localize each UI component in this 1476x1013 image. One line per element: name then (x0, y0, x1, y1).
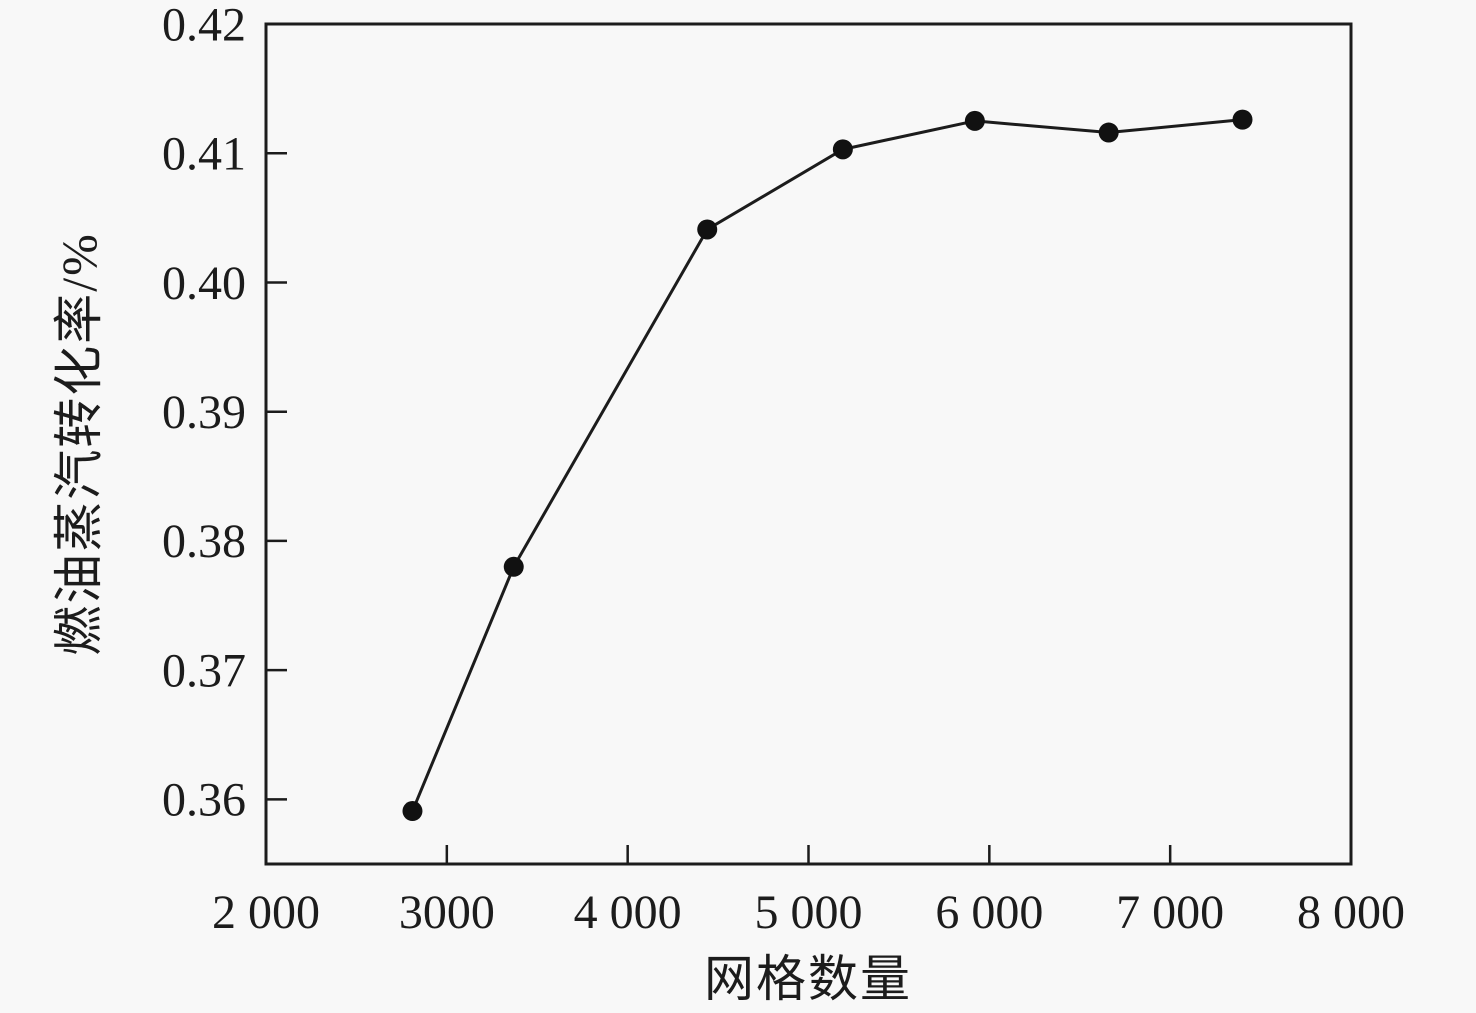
data-point (402, 801, 423, 822)
x-tick-label: 4 000 (574, 886, 682, 939)
data-point (964, 110, 985, 131)
x-tick-label: 3000 (399, 886, 495, 939)
x-tick-label: 8 000 (1297, 886, 1405, 939)
data-point (697, 219, 718, 240)
x-tick-label: 7 000 (1116, 886, 1224, 939)
series-line (411, 118, 1243, 812)
plot-area: 0.36 0.37 0.38 0.39 0.40 0.41 0.42 2 000 3000 4 0… (162, 0, 1405, 939)
y-tick-label: 0.36 (162, 774, 246, 827)
data-point (503, 556, 524, 577)
x-axis-title: 网格数量 (704, 951, 912, 1007)
y-tick-label: 0.42 (162, 0, 246, 51)
x-tick-label: 2 000 (212, 886, 320, 939)
y-tick-label: 0.37 (162, 644, 246, 697)
y-tick-label: 0.40 (162, 257, 246, 310)
y-axis-title: 燃油蒸汽转化率/% (51, 232, 107, 656)
data-point (1098, 122, 1119, 143)
data-point (832, 139, 853, 160)
x-tick-label: 5 000 (755, 886, 863, 939)
y-tick-label: 0.38 (162, 515, 246, 568)
data-point (1232, 109, 1253, 130)
y-tick-label: 0.41 (162, 128, 246, 181)
plot-border (264, 22, 1353, 866)
y-tick-label: 0.39 (162, 386, 246, 439)
x-tick-label: 6 000 (935, 886, 1043, 939)
